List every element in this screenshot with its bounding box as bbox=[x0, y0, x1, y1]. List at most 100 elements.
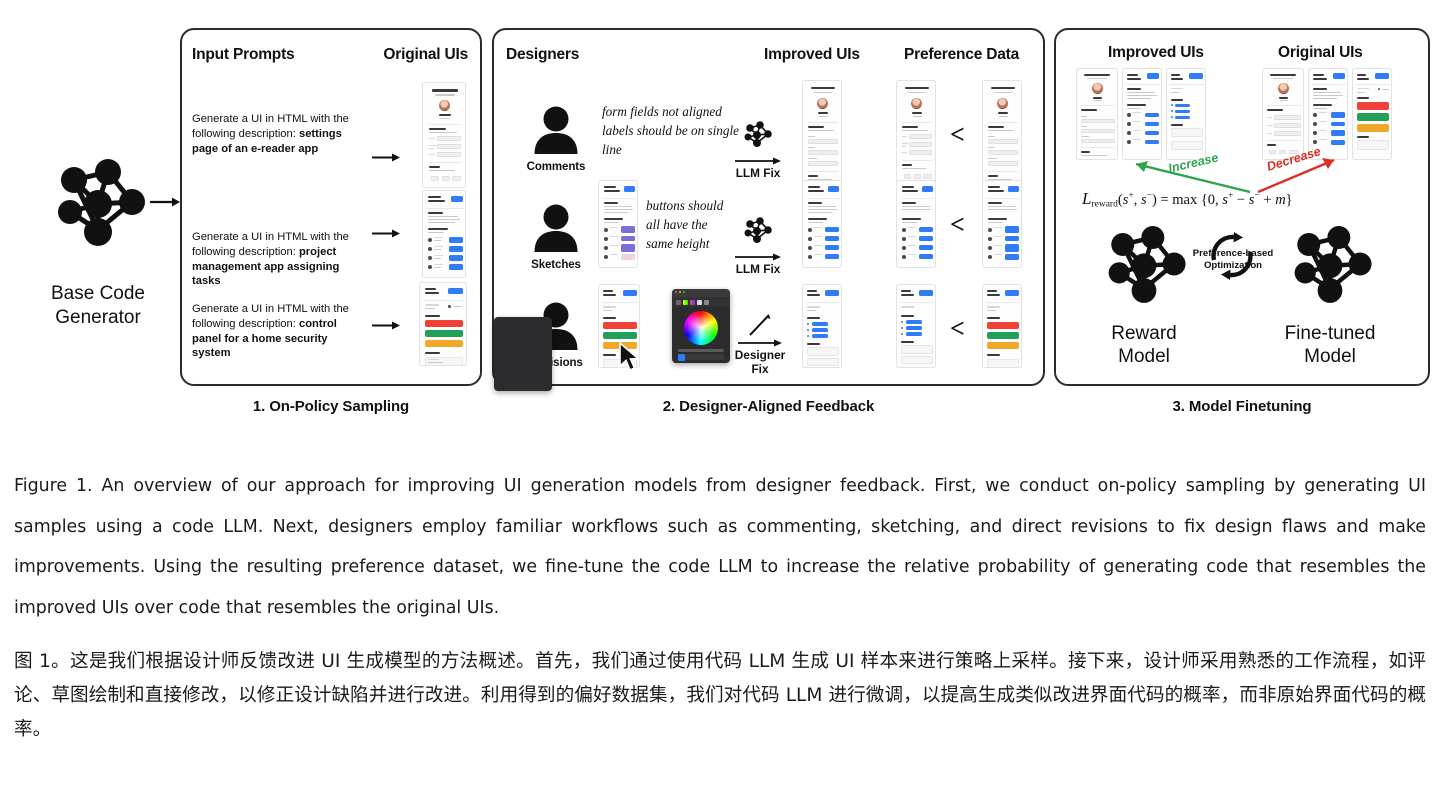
mockup-p3-original-alarm bbox=[1352, 68, 1392, 160]
arrow-right-icon bbox=[726, 252, 790, 262]
mockup-profile-settings-original bbox=[422, 82, 466, 188]
arrow-prompt-1 bbox=[372, 152, 400, 163]
prompt-1-bold: settings page of an e-reader app bbox=[192, 127, 342, 155]
mouse-cursor-icon bbox=[618, 342, 642, 372]
neural-network-icon bbox=[46, 150, 150, 254]
fix-designer: Designer Fix bbox=[732, 312, 788, 376]
picker-minimize-icon[interactable] bbox=[679, 291, 682, 294]
mockup-p3-improved-profile bbox=[1076, 68, 1118, 160]
mockup-task-assignment-improved bbox=[802, 180, 842, 268]
neural-network-icon bbox=[1098, 218, 1190, 310]
persona-sketches: Sketches bbox=[512, 204, 600, 271]
comparison-symbol-2: < bbox=[950, 210, 965, 239]
prompt-2-bold: project management app assigning tasks bbox=[192, 245, 340, 288]
pbo-label-line1: Preference-based bbox=[1192, 248, 1274, 259]
mockup-p3-original-profile bbox=[1262, 68, 1304, 160]
mockup-preference-original-2 bbox=[982, 180, 1022, 268]
refresh-cycle-icon bbox=[1204, 228, 1260, 289]
fix-llm-1: LLM Fix bbox=[726, 120, 790, 181]
feedback-sketches-line-1: buttons should bbox=[646, 198, 724, 213]
current-color-swatch[interactable] bbox=[678, 354, 685, 361]
reward-model-label-line1: Reward bbox=[1111, 323, 1177, 344]
persona-comments-label: Comments bbox=[526, 161, 586, 173]
mockup-p3-original-task bbox=[1308, 68, 1348, 160]
mockup-preference-original-1 bbox=[982, 80, 1022, 186]
panel-on-policy-sampling: Input Prompts Original UIs Generate a UI… bbox=[180, 28, 482, 386]
fix-designer-label-line2: Fix bbox=[751, 361, 769, 376]
figure-caption-english: Figure 1. An overview of our approach fo… bbox=[14, 466, 1426, 628]
panel2-header-middle: Improved UIs bbox=[764, 46, 860, 63]
arrow-prompt-2 bbox=[372, 228, 400, 239]
base-generator-label: Base Code Generator bbox=[20, 282, 176, 330]
panel1-header-right: Original UIs bbox=[383, 46, 468, 63]
neural-network-icon bbox=[741, 121, 775, 154]
arrow-decrease-icon bbox=[1257, 158, 1335, 194]
picker-tool-pencils-icon[interactable] bbox=[704, 299, 709, 305]
persona-sketches-label: Sketches bbox=[531, 259, 581, 271]
prompt-2: Generate a UI in HTML with the following… bbox=[192, 230, 364, 289]
preference-based-optimization-label: Preference-based Optimization bbox=[1190, 248, 1276, 271]
picker-close-icon[interactable] bbox=[675, 291, 678, 294]
figure-caption-label: Figure 1. bbox=[14, 476, 93, 496]
arrow-increase-icon bbox=[1135, 161, 1251, 194]
comparison-symbol-3: < bbox=[950, 314, 965, 343]
fix-designer-label-line1: Designer bbox=[734, 348, 786, 362]
panel-model-finetuning: Improved UIs Original UIs bbox=[1054, 28, 1430, 386]
picker-tool-wheel-icon[interactable] bbox=[676, 299, 681, 305]
panel3-caption: 3. Model Finetuning bbox=[1172, 398, 1312, 415]
mockup-preference-original-3 bbox=[982, 284, 1022, 368]
mockup-alarm-system-improved bbox=[802, 284, 842, 368]
comparison-symbol-1: < bbox=[950, 120, 965, 149]
panel2-header-left: Designers bbox=[506, 46, 580, 63]
mockup-preference-improved-2 bbox=[896, 180, 936, 268]
arrow-right-icon bbox=[732, 338, 788, 348]
pencil-icon bbox=[732, 312, 788, 338]
prompt-1-lead: Generate a UI in HTML with the following… bbox=[192, 113, 349, 140]
prompt-1: Generate a UI in HTML with the following… bbox=[192, 112, 364, 156]
person-icon bbox=[512, 106, 600, 159]
hex-field[interactable] bbox=[678, 354, 724, 360]
picker-tool-image-icon[interactable] bbox=[697, 299, 702, 305]
mockup-p3-improved-alarm bbox=[1166, 68, 1206, 160]
person-icon bbox=[512, 204, 600, 257]
mockup-task-assignment-sketch bbox=[598, 180, 638, 268]
mockup-p3-improved-task bbox=[1122, 68, 1162, 160]
mockup-profile-settings-improved-1 bbox=[802, 80, 842, 186]
panel2-header-right: Preference Data bbox=[904, 46, 1020, 63]
base-generator-label-line1: Base Code bbox=[50, 283, 145, 304]
feedback-comments-line-2: labels should be on single line bbox=[602, 123, 739, 158]
panel3-header-left: Improved UIs bbox=[1108, 44, 1204, 61]
arrow-right-icon bbox=[726, 156, 790, 166]
color-picker-window[interactable] bbox=[672, 289, 730, 363]
base-generator-label-line2: Generator bbox=[55, 306, 141, 328]
figure-caption-english-text: An overview of our approach for improvin… bbox=[14, 476, 1426, 618]
panel3-header-right: Original UIs bbox=[1278, 44, 1363, 61]
reward-loss-formula: Lreward(s+, s−) = max {0, s+ − s− + m} bbox=[1082, 189, 1293, 210]
picker-tool-palette-icon[interactable] bbox=[690, 299, 695, 305]
fix-llm-1-label: LLM Fix bbox=[735, 166, 781, 180]
picker-titlebar[interactable] bbox=[672, 289, 730, 297]
feedback-sketches-line-2: all have the bbox=[646, 217, 708, 233]
reward-model-label: Reward Model bbox=[1082, 322, 1206, 368]
pbo-label-line2: Optimization bbox=[1203, 259, 1263, 271]
figure-caption-chinese: 图 1。这是我们根据设计师反馈改进 UI 生成模型的方法概述。首先，我们通过使用… bbox=[14, 651, 1426, 740]
brightness-slider[interactable] bbox=[678, 349, 724, 352]
color-wheel[interactable] bbox=[684, 311, 718, 345]
finetuned-model-label: Fine-tuned Model bbox=[1264, 322, 1396, 368]
panel2-caption: 2. Designer-Aligned Feedback bbox=[662, 398, 875, 415]
feedback-comments: form fields not aligned labels should be… bbox=[602, 102, 752, 159]
panel1-header-left: Input Prompts bbox=[192, 46, 295, 63]
feedback-sketches: buttons should all have the same height bbox=[646, 196, 754, 253]
finetuned-model-label-line1: Fine-tuned bbox=[1284, 323, 1376, 344]
picker-tool-sliders-icon[interactable] bbox=[683, 299, 688, 305]
mockup-preference-improved-3 bbox=[896, 284, 936, 368]
prompt-3-bold: control panel for a home security system bbox=[192, 317, 337, 360]
fix-llm-2-label: LLM Fix bbox=[735, 262, 781, 276]
feedback-sketches-line-3: same height bbox=[646, 236, 710, 252]
mockup-task-assignment-original bbox=[422, 190, 466, 278]
arrow-prompt-3 bbox=[372, 320, 400, 331]
persona-comments: Comments bbox=[512, 106, 600, 173]
picker-maximize-icon[interactable] bbox=[683, 291, 686, 294]
fix-llm-2: LLM Fix bbox=[726, 216, 790, 277]
prompt-3: Generate a UI in HTML with the following… bbox=[192, 302, 364, 361]
